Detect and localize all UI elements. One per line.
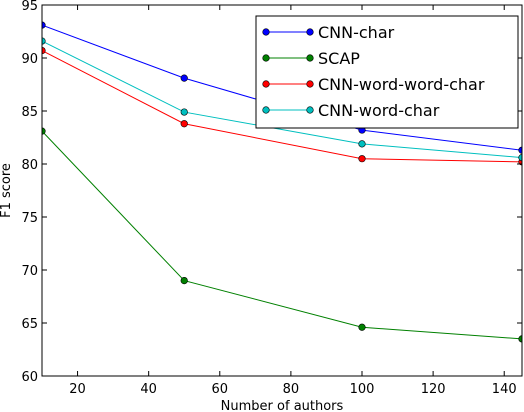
y-axis-label: F1 score xyxy=(0,163,14,218)
data-point xyxy=(358,155,366,163)
y-tick-label: 60 xyxy=(21,370,38,385)
x-tick-label: 20 xyxy=(69,382,86,397)
data-point xyxy=(180,120,188,128)
data-point xyxy=(358,140,366,148)
legend-marker xyxy=(306,80,314,88)
legend-marker xyxy=(306,106,314,114)
y-tick-label: 85 xyxy=(21,105,38,120)
data-point xyxy=(180,108,188,116)
legend-label: CNN-char xyxy=(318,23,395,42)
data-point xyxy=(518,146,522,154)
legend-marker xyxy=(306,54,314,62)
data-point xyxy=(358,323,366,331)
y-tick-label: 75 xyxy=(21,211,38,226)
data-point xyxy=(180,277,188,285)
legend-marker xyxy=(262,54,270,62)
data-point xyxy=(180,74,188,82)
x-tick-label: 140 xyxy=(492,382,517,397)
data-point xyxy=(518,154,522,162)
x-tick-label: 100 xyxy=(350,382,375,397)
y-tick-label: 65 xyxy=(21,317,38,332)
x-tick-label: 80 xyxy=(283,382,300,397)
y-tick-label: 80 xyxy=(21,158,38,173)
x-axis-label: Number of authors xyxy=(221,399,344,412)
legend-marker xyxy=(262,28,270,36)
x-tick-label: 40 xyxy=(140,382,157,397)
y-tick-label: 70 xyxy=(21,264,38,279)
y-tick-label: 90 xyxy=(21,52,38,67)
legend-marker xyxy=(262,106,270,114)
x-tick-label: 60 xyxy=(212,382,229,397)
legend-label: SCAP xyxy=(318,49,360,68)
y-tick-label: 95 xyxy=(21,0,38,14)
legend-label: CNN-word-char xyxy=(318,101,440,120)
data-point xyxy=(518,335,522,343)
series-line xyxy=(42,130,522,340)
legend-marker xyxy=(262,80,270,88)
legend-box xyxy=(255,15,519,129)
legend-marker xyxy=(306,28,314,36)
series-line xyxy=(42,50,522,163)
x-tick-label: 120 xyxy=(421,382,446,397)
legend: CNN-char SCAP CNN-word-word-char CNN-word-c… xyxy=(255,15,519,129)
plot-frame xyxy=(41,4,523,377)
legend-label: CNN-word-word-char xyxy=(318,75,485,94)
